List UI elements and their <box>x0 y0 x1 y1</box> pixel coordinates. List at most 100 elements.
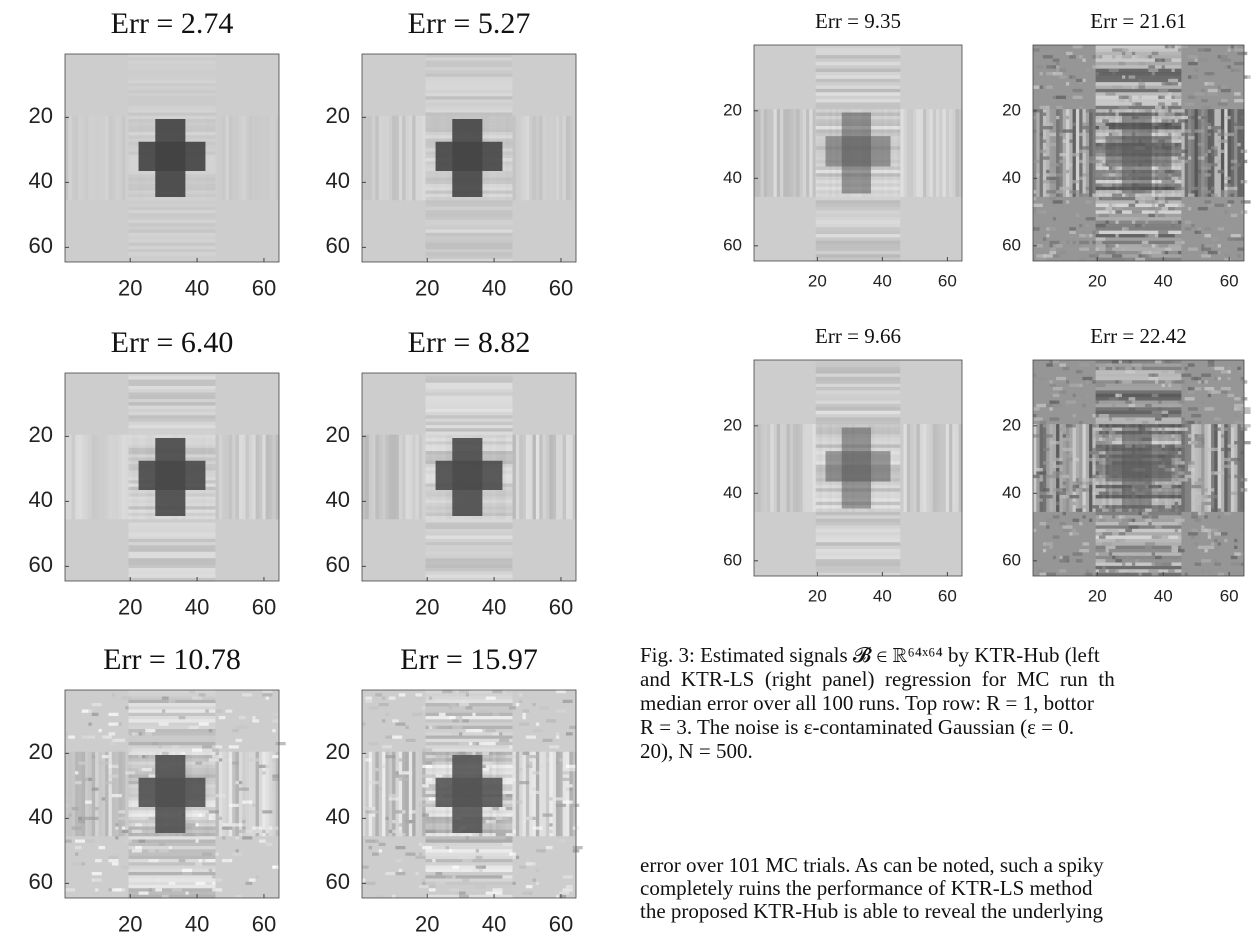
noise-cell <box>1069 163 1072 166</box>
stripe <box>757 109 761 197</box>
noise-cell <box>1195 482 1205 485</box>
stripe <box>764 109 768 197</box>
noise-cell <box>209 817 216 820</box>
noise-cell <box>1109 569 1116 572</box>
stripe <box>129 752 216 756</box>
stripe <box>272 752 276 837</box>
noise-cell <box>1106 62 1109 65</box>
noise-cell <box>1106 441 1113 444</box>
noise-cell <box>419 843 422 846</box>
noise-cell <box>1066 434 1069 437</box>
noise-cell <box>409 820 416 823</box>
stripe <box>129 549 216 553</box>
stripe <box>78 116 82 201</box>
noise-cell <box>1195 69 1198 72</box>
noise-cell <box>1129 397 1136 400</box>
noise-cell <box>459 869 462 872</box>
stripe <box>1096 536 1182 540</box>
noise-cell <box>1106 438 1116 441</box>
noise-cell <box>426 778 433 781</box>
noise-cell <box>1168 384 1171 387</box>
stripe <box>426 389 513 393</box>
noise-cell <box>399 758 406 761</box>
noise-cell <box>132 765 139 768</box>
noise-cell <box>215 794 218 797</box>
noise-cell <box>1046 170 1049 173</box>
stripe <box>553 752 557 837</box>
noise-cell <box>566 765 576 768</box>
stripe <box>426 723 513 727</box>
noise-cell <box>1046 190 1056 193</box>
noise-cell <box>1139 96 1142 99</box>
noise-cell <box>1165 380 1172 383</box>
noise-cell <box>372 853 379 856</box>
noise-cell <box>436 872 443 875</box>
noise-cell <box>1204 48 1211 51</box>
noise-cell <box>375 693 382 696</box>
stripe <box>426 383 513 387</box>
stripe <box>790 424 794 512</box>
stripe <box>816 251 901 255</box>
stripe <box>129 386 216 390</box>
noise-cell <box>145 732 152 735</box>
noise-cell <box>1208 536 1211 539</box>
stripe <box>1214 424 1218 512</box>
stripe <box>129 866 216 870</box>
stripe <box>816 569 901 573</box>
noise-cell <box>1082 542 1089 545</box>
stripe <box>222 435 226 520</box>
stripe <box>85 752 89 837</box>
stripe <box>1096 48 1182 52</box>
noise-cell <box>1208 363 1215 366</box>
stripe <box>426 409 513 413</box>
noise-cell <box>1106 363 1113 366</box>
noise-cell <box>365 697 372 700</box>
noise-cell <box>1231 214 1238 217</box>
x-tick-label: 60 <box>938 587 957 606</box>
noise-cell <box>382 697 385 700</box>
noise-cell <box>1195 438 1205 441</box>
caption-line: median error over all 100 runs. Top row:… <box>640 691 1094 715</box>
noise-cell <box>1148 69 1158 72</box>
noise-cell <box>569 788 572 791</box>
stripe <box>108 752 112 837</box>
noise-cell <box>1049 248 1056 251</box>
noise-cell <box>1162 370 1169 373</box>
stripe <box>816 525 901 529</box>
stripe <box>516 752 520 837</box>
noise-cell <box>1129 525 1139 528</box>
noise-cell <box>182 872 192 875</box>
noise-cell <box>563 771 570 774</box>
noise-cell <box>1073 424 1076 427</box>
stripe <box>392 435 396 520</box>
stripe <box>129 872 216 876</box>
noise-cell <box>1234 237 1244 240</box>
noise-cell <box>419 853 422 856</box>
noise-cell <box>1231 492 1238 495</box>
stripe <box>129 419 216 423</box>
noise-cell <box>1195 377 1202 380</box>
noise-cell <box>1208 72 1211 75</box>
noise-cell <box>1063 529 1070 532</box>
stripe <box>900 424 904 512</box>
noise-cell <box>1092 434 1095 437</box>
noise-cell <box>1201 244 1204 247</box>
noise-cell <box>1099 536 1106 539</box>
noise-cell <box>232 729 239 732</box>
stripe <box>1218 424 1222 512</box>
noise-cell <box>1099 55 1102 58</box>
noise-cell <box>1168 109 1171 112</box>
noise-cell <box>65 797 68 800</box>
stripe <box>816 200 901 204</box>
noise-cell <box>1145 221 1148 224</box>
noise-cell <box>563 778 570 781</box>
noise-cell <box>1171 96 1174 99</box>
stripe <box>399 435 403 520</box>
noise-cell <box>88 736 95 739</box>
noise-cell <box>1059 569 1066 572</box>
noise-cell <box>1073 502 1076 505</box>
noise-cell <box>382 690 385 693</box>
noise-cell <box>212 888 222 891</box>
stripe <box>426 239 513 243</box>
noise-cell <box>1178 512 1181 515</box>
